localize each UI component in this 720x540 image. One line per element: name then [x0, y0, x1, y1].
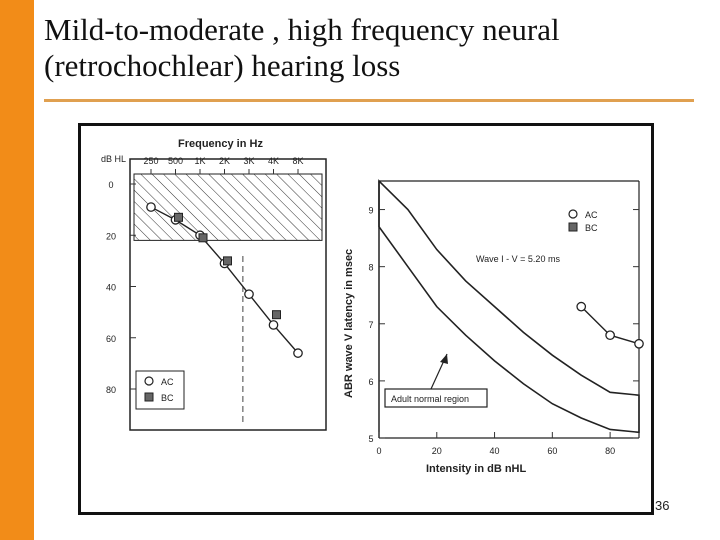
slide-number: 36: [655, 498, 670, 513]
audiogram-title: Frequency in Hz: [178, 138, 263, 150]
abr-legend: AC BC: [568, 209, 598, 233]
abr-xlabel: Intensity in dB nHL: [426, 463, 527, 475]
abr-label-arrowhead: [440, 354, 448, 364]
audiogram-point-bc: [223, 256, 232, 266]
abr-legend-bc-label: BC: [585, 223, 598, 233]
slide-title-line-1: Mild-to-moderate , high frequency neural: [44, 12, 560, 47]
abr-xtick-label: 20: [432, 446, 442, 456]
audiogram-xtick-label: 4K: [268, 156, 279, 166]
slide-title-line-2: (retrochochlear) hearing loss: [44, 48, 401, 83]
audiogram-plot-border: [129, 158, 327, 431]
abr-legend-bc-marker: [568, 222, 578, 232]
figure-frame: Frequency in Hz dB HL 250 500 1K 2K 3K 4K 8K 0…: [78, 123, 654, 515]
audiogram-point-bc: [174, 212, 183, 222]
audiogram-legend-bc-marker: [144, 392, 154, 402]
audiogram-point-bc: [198, 233, 208, 243]
audiogram-shaded-region: [133, 173, 323, 241]
abr-normal-region-label-group: Adult normal region: [384, 353, 488, 408]
abr-chart: 0 20 40 60 80 5 6 7 8 9 Wave I - V = 5.20 ms Adu…: [343, 179, 644, 475]
audiogram-point-ac: [146, 202, 156, 212]
audiogram-point-bc: [272, 310, 281, 320]
audiogram-ytick-label: 0: [108, 180, 113, 190]
abr-ytick-label: 9: [368, 206, 373, 216]
audiogram-legend-box: [135, 370, 185, 410]
audiogram: Frequency in Hz dB HL 250 500 1K 2K 3K 4K 8K 0…: [101, 138, 327, 431]
abr-ytick-label: 7: [368, 320, 373, 330]
abr-point-ac: [605, 330, 615, 341]
abr-normal-region-label: Adult normal region: [391, 394, 469, 404]
audiogram-ytick-label: 60: [106, 334, 116, 344]
abr-point-ac: [634, 338, 644, 349]
abr-ytick-label: 6: [368, 377, 373, 387]
audiogram-point-ac: [244, 289, 254, 300]
audiogram-ytick-label: 80: [106, 385, 116, 395]
audiogram-ytick-label: 40: [106, 283, 116, 293]
abr-legend-ac-label: AC: [585, 210, 598, 220]
title-underline: [44, 99, 694, 102]
abr-xtick-label: 80: [605, 446, 615, 456]
audiogram-ylabel: dB HL: [101, 154, 126, 164]
audiogram-xtick-label: 1K: [194, 156, 205, 166]
audiogram-xtick-label: 8K: [292, 156, 303, 166]
slide-title: Mild-to-moderate , high frequency neural…: [44, 12, 704, 84]
slide-side-bar: [0, 0, 34, 540]
audiogram-ytick-label: 20: [106, 231, 116, 241]
abr-annotation: Wave I - V = 5.20 ms: [476, 254, 560, 264]
audiogram-xtick-label: 250: [143, 156, 158, 166]
audiogram-xtick-label: 3K: [243, 156, 254, 166]
abr-legend-ac-marker: [568, 209, 578, 219]
abr-xtick-label: 60: [547, 446, 557, 456]
abr-normal-region-label-box: [384, 388, 488, 408]
abr-ytick-label: 5: [368, 434, 373, 444]
audiogram-point-ac: [293, 348, 303, 358]
audiogram-legend-ac-marker: [144, 376, 154, 386]
audiogram-legend-bc-label: BC: [161, 393, 174, 403]
abr-point-ac: [576, 301, 587, 312]
abr-ytick-label: 8: [368, 263, 373, 273]
audiogram-point-ac: [268, 320, 279, 330]
abr-xtick-label: 40: [490, 446, 500, 456]
audiogram-xtick-label: 2K: [219, 156, 230, 166]
abr-xtick-label: 0: [376, 446, 381, 456]
abr-ylabel: ABR wave V latency in msec: [343, 249, 355, 398]
audiogram-legend-ac-label: AC: [161, 377, 174, 387]
audiogram-xtick-label: 500: [168, 156, 183, 166]
audiogram-legend: AC BC: [135, 370, 185, 410]
figure-svg: Frequency in Hz dB HL 250 500 1K 2K 3K 4K 8K 0…: [101, 138, 644, 475]
